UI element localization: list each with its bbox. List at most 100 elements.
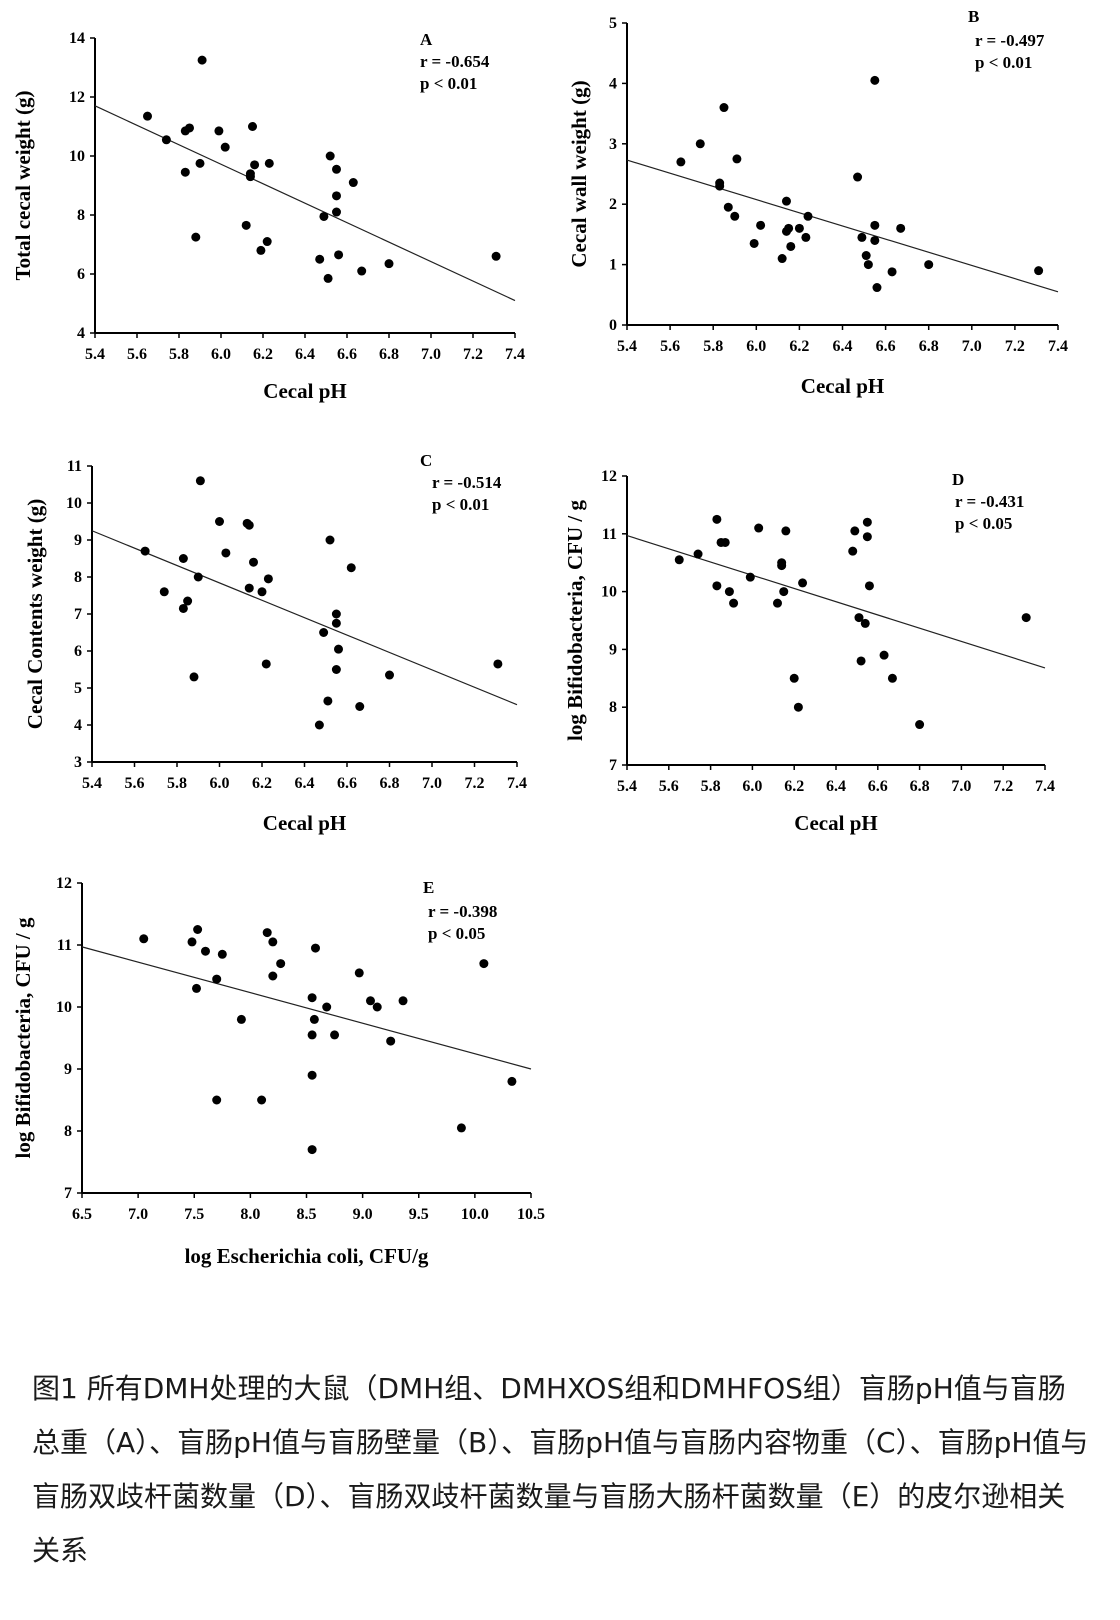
- x-tick-label: 6.4: [295, 346, 315, 363]
- data-point: [781, 196, 791, 206]
- data-point: [325, 535, 335, 545]
- data-point: [365, 996, 375, 1006]
- data-point: [863, 260, 873, 270]
- x-tick-label: 5.8: [167, 775, 187, 792]
- data-point: [331, 618, 341, 628]
- data-point: [896, 223, 906, 233]
- data-point: [712, 581, 722, 591]
- data-point: [860, 618, 870, 628]
- x-tick-label: 5.4: [85, 346, 105, 363]
- x-tick-label: 7.5: [184, 1206, 204, 1223]
- x-tick-label: 6.0: [742, 778, 762, 795]
- data-point: [268, 937, 278, 947]
- data-point: [325, 151, 335, 161]
- x-tick-label: 7.2: [1005, 338, 1025, 355]
- x-tick-label: 10.5: [517, 1206, 545, 1223]
- x-axis-title: log Escherichia coli, CFU/g: [185, 1244, 429, 1268]
- x-tick-label: 9.0: [353, 1206, 373, 1223]
- data-point: [262, 237, 272, 247]
- data-point: [479, 959, 489, 969]
- data-point: [221, 548, 231, 558]
- x-tick-label: 7.4: [505, 346, 525, 363]
- x-axis-title: Cecal pH: [263, 379, 346, 403]
- x-tick-label: 8.5: [297, 1206, 317, 1223]
- data-point: [332, 207, 341, 217]
- x-tick-label: 6.2: [784, 778, 804, 795]
- data-point: [257, 587, 267, 597]
- y-tick-label: 11: [57, 937, 72, 954]
- data-point: [309, 1014, 319, 1024]
- data-point: [693, 549, 703, 559]
- data-point: [720, 537, 730, 547]
- data-point: [314, 720, 324, 730]
- data-point: [161, 135, 171, 145]
- data-point: [732, 154, 742, 164]
- x-tick-label: 7.2: [463, 346, 483, 363]
- correlation-r: r = -0.514: [432, 473, 502, 492]
- y-tick-label: 8: [64, 1123, 72, 1140]
- y-tick-label: 5: [609, 15, 617, 32]
- data-point: [178, 603, 188, 613]
- data-point: [798, 578, 808, 588]
- data-point: [185, 123, 194, 133]
- data-point: [870, 235, 880, 245]
- data-point: [307, 1145, 317, 1155]
- y-tick-label: 4: [609, 75, 617, 92]
- data-point: [212, 974, 222, 984]
- y-tick-label: 5: [74, 680, 82, 697]
- data-point: [323, 273, 333, 283]
- data-point: [854, 613, 864, 623]
- data-point: [307, 1030, 317, 1040]
- data-point: [754, 523, 764, 533]
- y-axis-title: log Bifidobacteria, CFU / g: [563, 500, 587, 741]
- x-tick-label: 6.4: [826, 778, 846, 795]
- y-tick-label: 7: [609, 757, 617, 774]
- data-point: [354, 968, 364, 978]
- data-point: [215, 517, 224, 526]
- correlation-r: r = -0.654: [420, 52, 490, 71]
- data-point: [244, 520, 254, 530]
- x-tick-label: 7.0: [951, 778, 971, 795]
- data-point: [323, 696, 333, 706]
- data-point: [870, 220, 880, 230]
- y-tick-label: 1: [609, 257, 617, 274]
- correlation-r: r = -0.398: [428, 902, 497, 921]
- data-point: [789, 673, 799, 683]
- data-point: [749, 238, 759, 248]
- data-point: [332, 164, 341, 174]
- x-tick-label: 6.8: [380, 775, 400, 792]
- y-tick-label: 9: [609, 641, 617, 658]
- x-tick-label: 6.0: [211, 346, 231, 363]
- data-point: [264, 158, 274, 168]
- correlation-r: r = -0.497: [975, 31, 1045, 50]
- panel-c: 5.4 5.6 5.8 6.0 6.2 6.4 6.6 6.8 7.0 7.2 7.4 3 4 5 6 7 8 9…: [23, 451, 527, 835]
- y-axis-title: Cecal wall weight (g): [567, 80, 591, 267]
- data-point: [729, 598, 739, 608]
- data-point: [245, 169, 255, 179]
- data-point: [276, 959, 286, 969]
- data-point: [346, 563, 356, 573]
- data-point: [695, 139, 705, 149]
- x-tick-label: 6.5: [72, 1206, 92, 1223]
- x-tick-label: 6.8: [919, 338, 939, 355]
- y-axis-title: Cecal Contents weight (g): [23, 499, 47, 729]
- data-point: [493, 659, 503, 669]
- data-point: [385, 670, 394, 680]
- data-point: [856, 656, 866, 666]
- data-point: [241, 220, 251, 230]
- x-tick-label: 10.0: [461, 1206, 489, 1223]
- p-value: p < 0.01: [975, 53, 1032, 72]
- data-point: [864, 581, 874, 591]
- p-value: p < 0.01: [432, 495, 489, 514]
- data-point: [850, 526, 860, 536]
- x-tick-label: 7.2: [465, 775, 485, 792]
- data-point: [191, 232, 201, 242]
- x-tick-label: 6.2: [252, 775, 272, 792]
- data-point: [139, 934, 149, 944]
- x-tick-label: 7.4: [507, 775, 527, 792]
- panel-a: 5.4 5.6 5.8 6.0 6.2 6.4 6.6 6.8 7.0 7.2 7.4 4 6 8 10 12…: [11, 30, 525, 403]
- data-point: [262, 928, 272, 938]
- figure-canvas: 5.4 5.6 5.8 6.0 6.2 6.4 6.6 6.8 7.0 7.2 7.44681012…: [11, 7, 1068, 1268]
- regression-line: [626, 159, 1059, 293]
- x-tick-label: 5.8: [701, 778, 721, 795]
